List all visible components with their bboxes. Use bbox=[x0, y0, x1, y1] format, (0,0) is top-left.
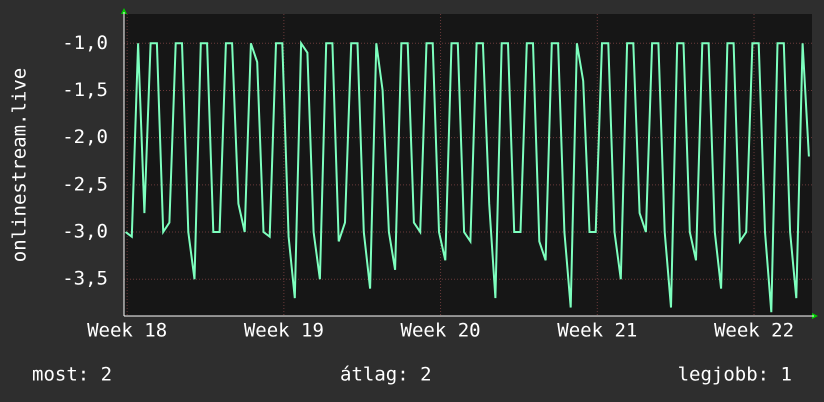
axis-arrow bbox=[812, 313, 818, 319]
y-tick-label: -2,5 bbox=[62, 173, 108, 195]
data-line bbox=[124, 40, 810, 313]
y-tick-label: -3,0 bbox=[62, 221, 108, 243]
y-tick-label: -2,0 bbox=[62, 126, 108, 148]
x-tick-label: Week 21 bbox=[557, 320, 637, 342]
y-tick-label: -3,5 bbox=[62, 268, 108, 290]
stat-best: legjobb: 1 bbox=[678, 364, 792, 386]
stat-current: most: 2 bbox=[32, 364, 112, 386]
y-tick-label: -1,5 bbox=[62, 79, 108, 101]
y-tick-label: -1,0 bbox=[62, 32, 108, 54]
x-tick-label: Week 18 bbox=[87, 320, 167, 342]
y-axis-label: onlinestream.live bbox=[9, 68, 31, 262]
x-tick-label: Week 22 bbox=[714, 320, 794, 342]
stat-average: átlag: 2 bbox=[340, 364, 432, 386]
x-tick-label: Week 20 bbox=[401, 320, 481, 342]
x-tick-label: Week 19 bbox=[244, 320, 324, 342]
axis-arrow bbox=[121, 8, 127, 14]
plot-area bbox=[124, 14, 812, 316]
